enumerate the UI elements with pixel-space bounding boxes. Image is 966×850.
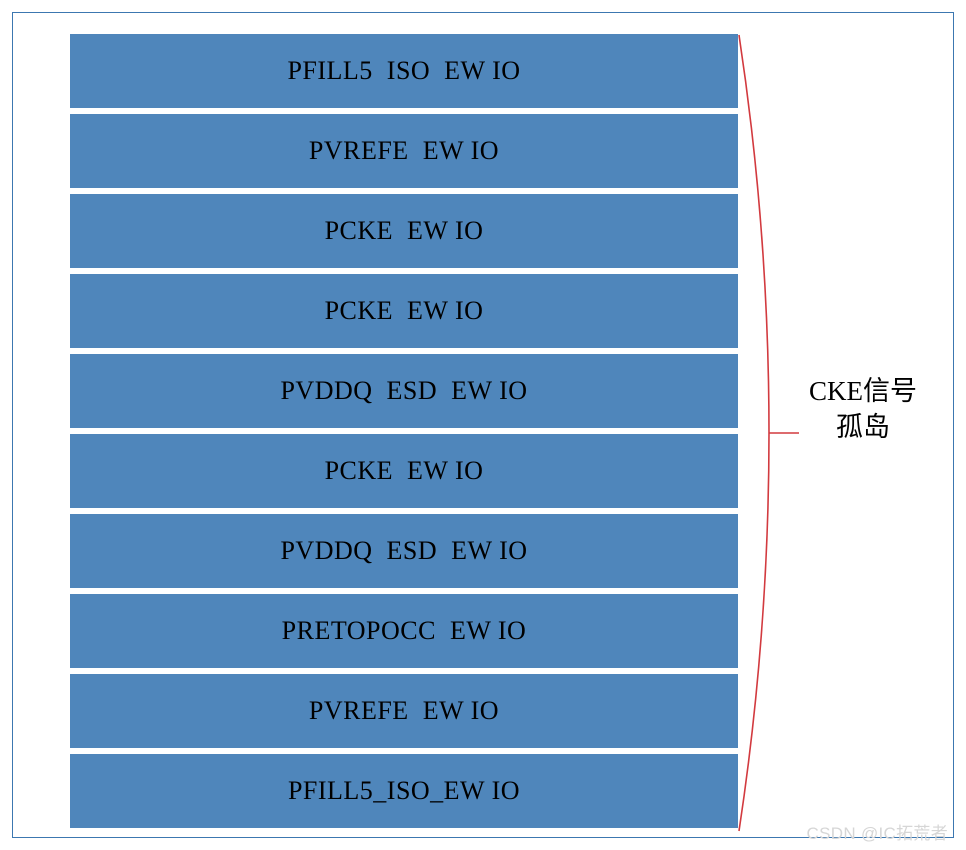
io-row-label: PCKE EW IO — [325, 456, 484, 486]
io-row: PVREFE EW IO — [69, 673, 739, 749]
io-row-label: PCKE EW IO — [325, 216, 484, 246]
io-row: PVREFE EW IO — [69, 113, 739, 189]
annotation-line2: 孤岛 — [778, 409, 948, 445]
io-row: PVDDQ ESD EW IO — [69, 513, 739, 589]
io-row: PCKE EW IO — [69, 193, 739, 269]
watermark: CSDN @IC拓荒者 — [807, 819, 948, 844]
io-row-label: PRETOPOCC EW IO — [282, 616, 527, 646]
io-row: PFILL5 ISO EW IO — [69, 33, 739, 109]
io-row: PRETOPOCC EW IO — [69, 593, 739, 669]
io-row: PVDDQ ESD EW IO — [69, 353, 739, 429]
io-row: PCKE EW IO — [69, 433, 739, 509]
io-row: PCKE EW IO — [69, 273, 739, 349]
io-row-label: PVREFE EW IO — [309, 696, 499, 726]
annotation-line1: CKE信号 — [778, 373, 948, 409]
io-row-label: PFILL5_ISO_EW IO — [288, 776, 520, 806]
diagram-frame: PFILL5 ISO EW IO PVREFE EW IO PCKE EW IO… — [12, 12, 954, 838]
io-row: PFILL5_ISO_EW IO — [69, 753, 739, 829]
io-row-stack: PFILL5 ISO EW IO PVREFE EW IO PCKE EW IO… — [69, 33, 739, 829]
io-row-label: PVDDQ ESD EW IO — [280, 376, 527, 406]
annotation-label: CKE信号 孤岛 — [778, 373, 948, 446]
io-row-label: PCKE EW IO — [325, 296, 484, 326]
io-row-label: PVREFE EW IO — [309, 136, 499, 166]
io-row-label: PFILL5 ISO EW IO — [287, 56, 520, 86]
io-row-label: PVDDQ ESD EW IO — [280, 536, 527, 566]
